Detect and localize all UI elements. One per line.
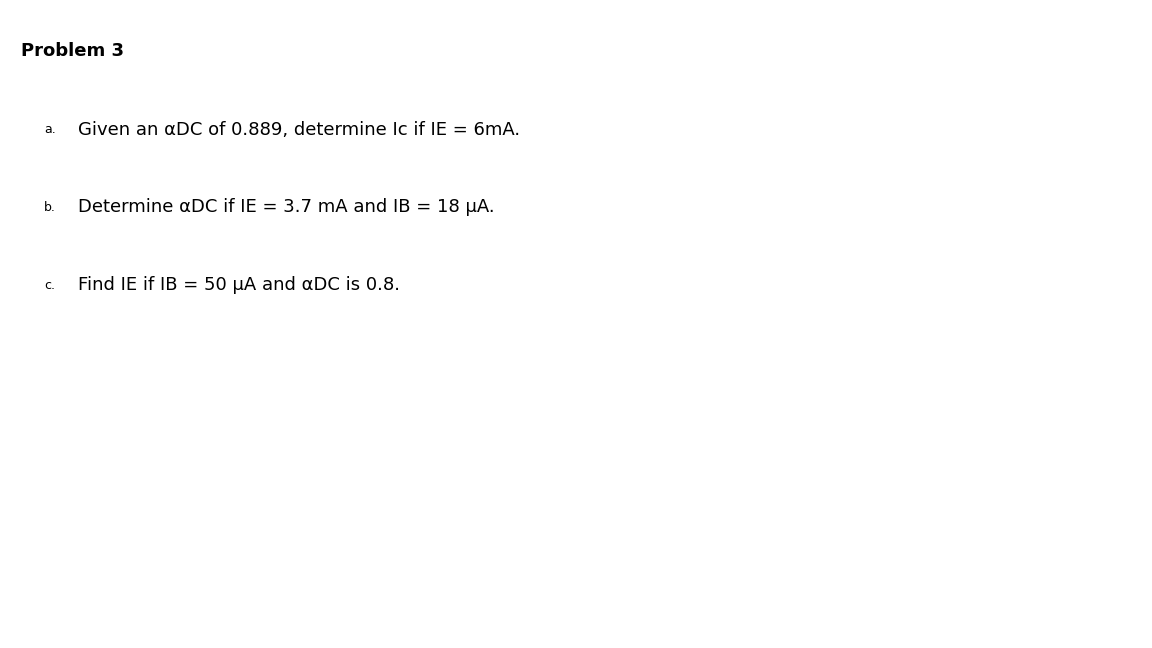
Text: b.: b. [44, 201, 55, 214]
Text: a.: a. [44, 123, 55, 136]
Text: Determine αDC if IE = 3.7 mA and IB = 18 μA.: Determine αDC if IE = 3.7 mA and IB = 18… [78, 198, 495, 216]
Text: Problem 3: Problem 3 [21, 42, 123, 60]
Text: Given an αDC of 0.889, determine Ic if IE = 6mA.: Given an αDC of 0.889, determine Ic if I… [78, 121, 521, 139]
Text: c.: c. [44, 279, 55, 292]
Text: Find IE if IB = 50 μA and αDC is 0.8.: Find IE if IB = 50 μA and αDC is 0.8. [78, 276, 401, 294]
